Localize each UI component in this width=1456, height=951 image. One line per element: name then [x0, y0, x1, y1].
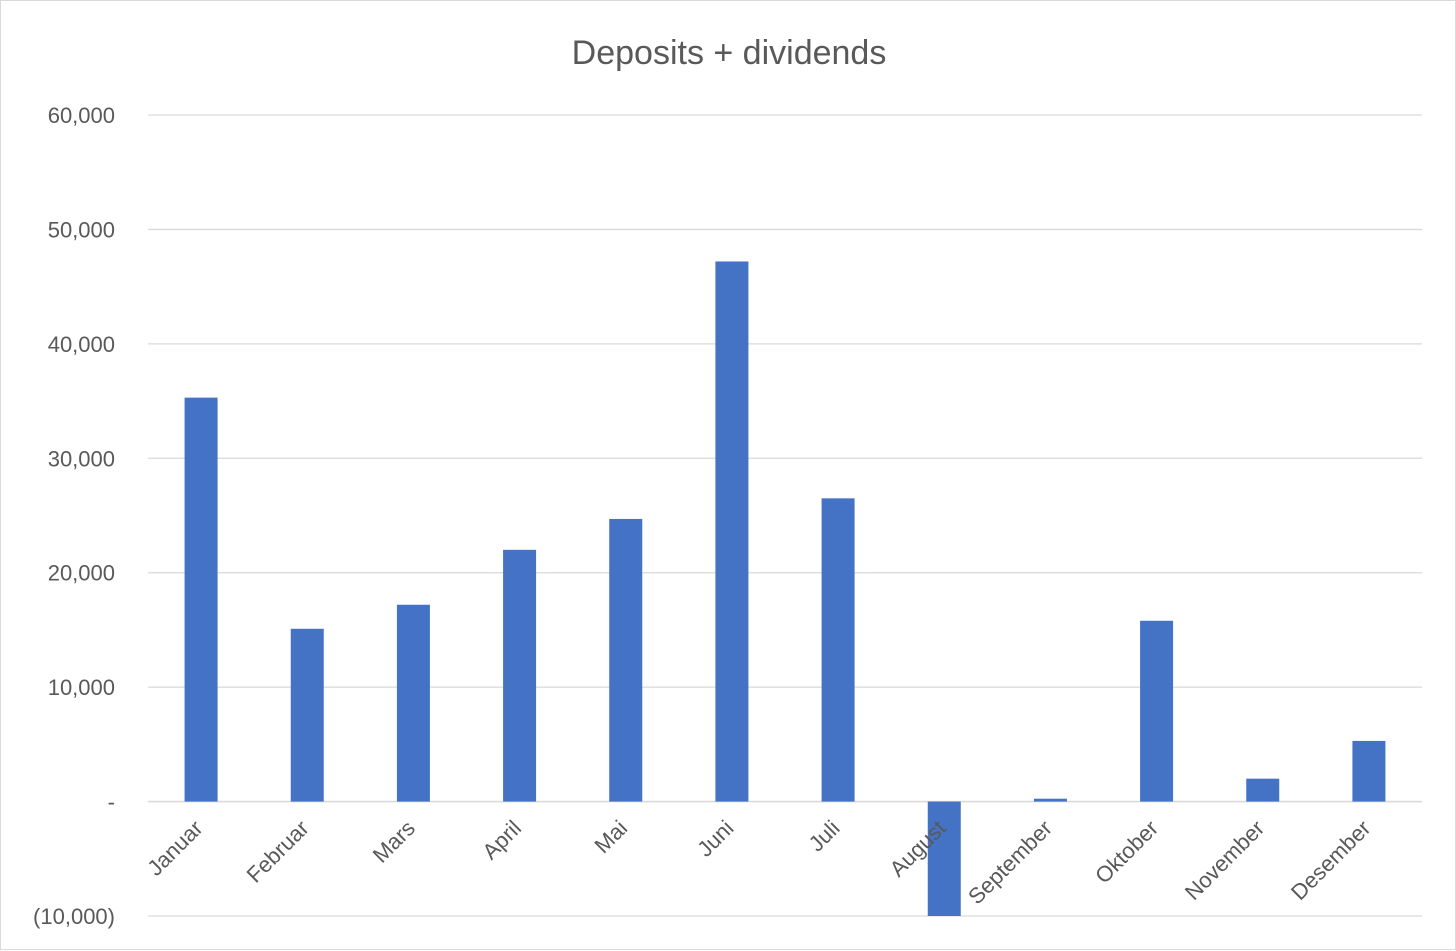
bar: [821, 498, 855, 802]
y-tick-label: 60,000: [48, 103, 115, 128]
x-tick-label: Juli: [804, 815, 845, 856]
x-tick-label: Desember: [1286, 815, 1375, 904]
x-tick-label: Mars: [368, 815, 420, 867]
bar: [503, 549, 537, 802]
y-tick-label: 10,000: [48, 675, 115, 700]
bar: [715, 261, 749, 802]
x-tick-label: Februar: [242, 815, 314, 887]
y-tick-label: (10,000): [33, 904, 115, 929]
bar: [1033, 798, 1067, 802]
y-tick-label: 50,000: [48, 217, 115, 242]
y-tick-label: 30,000: [48, 446, 115, 471]
y-axis-ticks: 60,000 50,000 40,000 30,000 20,000 10,000 - (10…: [33, 103, 115, 929]
bar: [609, 518, 643, 802]
x-axis-ticks: Januar Februar Mars April Mai Juni Juli August S…: [142, 815, 1375, 909]
x-tick-label: Januar: [142, 815, 207, 880]
bar: [290, 628, 324, 802]
gridlines: [148, 114, 1422, 917]
y-tick-label: -: [108, 790, 115, 815]
y-tick-label: 20,000: [48, 561, 115, 586]
x-tick-label: November: [1180, 815, 1269, 904]
x-tick-label: Juni: [692, 815, 738, 861]
bar: [927, 801, 961, 916]
bar: [1352, 740, 1386, 802]
x-tick-label: September: [963, 815, 1057, 909]
x-tick-label: Oktober: [1090, 815, 1163, 888]
bars: [184, 261, 1386, 916]
x-tick-label: Mai: [590, 815, 633, 858]
bar: [184, 397, 218, 802]
chart-title: Deposits + dividends: [572, 34, 887, 72]
bar: [1140, 620, 1174, 802]
y-tick-label: 40,000: [48, 332, 115, 357]
x-tick-label: April: [477, 815, 526, 864]
bar: [1246, 778, 1280, 802]
bar: [396, 604, 430, 802]
